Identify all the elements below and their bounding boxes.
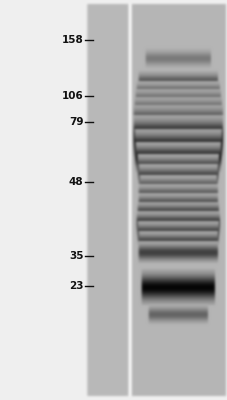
Text: 48: 48 — [68, 177, 83, 187]
Text: 79: 79 — [69, 117, 83, 127]
Text: 158: 158 — [61, 35, 83, 45]
Text: 23: 23 — [69, 281, 83, 291]
Text: 106: 106 — [61, 91, 83, 101]
Text: 35: 35 — [69, 251, 83, 261]
